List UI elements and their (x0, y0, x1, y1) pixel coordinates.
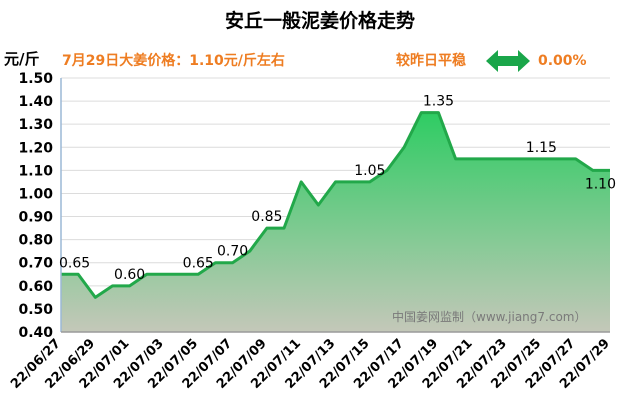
data-label: 0.65 (59, 255, 90, 271)
data-label: 1.35 (423, 94, 454, 110)
data-label: 1.10 (585, 176, 616, 192)
watermark: 中国姜网监制（www.jiang7.com） (392, 309, 586, 324)
y-tick-label: 1.30 (18, 117, 53, 133)
y-tick-label: 1.50 (18, 71, 53, 87)
chart-title: 安丘一般泥姜价格走势 (225, 9, 415, 32)
data-label: 0.60 (114, 267, 145, 283)
data-label: 1.15 (526, 140, 557, 156)
price-subtitle: 7月29日大姜价格：1.10元/斤左右 (62, 52, 285, 69)
x-tick-labels: 22/06/2722/06/2922/07/0122/07/0322/07/05… (8, 336, 613, 392)
y-tick-label: 0.50 (18, 302, 53, 318)
y-tick-label: 0.40 (18, 325, 53, 341)
y-tick-label: 0.90 (18, 210, 53, 226)
axes (60, 78, 610, 333)
area-fill (61, 112, 610, 332)
change-value: 0.00% (538, 53, 587, 69)
compare-label: 较昨日平稳 (396, 52, 466, 69)
y-tick-label: 1.40 (18, 94, 53, 110)
y-tick-label: 1.20 (18, 140, 53, 156)
data-labels: 0.650.600.650.700.851.051.351.151.10 (59, 94, 616, 283)
data-label: 0.85 (251, 209, 282, 225)
y-tick-label: 0.70 (18, 256, 53, 272)
y-tick-label: 0.60 (18, 279, 53, 295)
flat-arrow-icon (486, 50, 530, 72)
y-tick-label: 1.10 (18, 163, 53, 179)
series-line (61, 111, 610, 299)
y-tick-label: 0.80 (18, 233, 53, 249)
y-axis-unit: 元/斤 (4, 50, 39, 68)
y-tick-labels: 0.40 0.50 0.60 0.70 0.80 0.90 1.00 1.10 1.20 1.30… (18, 71, 53, 341)
data-label: 1.05 (354, 163, 385, 179)
data-label: 0.70 (217, 244, 248, 260)
y-tick-label: 1.00 (18, 186, 53, 202)
data-label: 0.65 (183, 255, 214, 271)
